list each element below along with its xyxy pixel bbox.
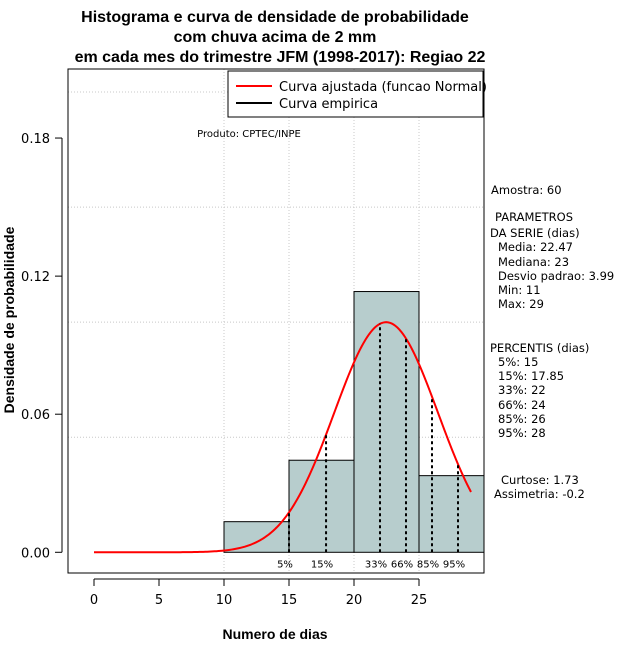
legend-box (227, 70, 484, 118)
perc-66: 66%: 24 (498, 398, 546, 412)
perc-5: 5%: 15 (498, 355, 538, 369)
perc-95: 95%: 28 (498, 426, 546, 440)
y-axis: 0.00 0.06 0.12 0.18 (21, 132, 63, 561)
histogram-bar (223, 521, 290, 553)
chart-title-line-1: Histograma e curva de densidade de proba… (81, 9, 469, 26)
y-tick-label: 0.12 (21, 270, 50, 285)
percentile-label: 66% (391, 559, 413, 570)
percentile-label: 33% (365, 559, 387, 570)
legend-label-normal: Curva ajustada (funcao Normal) (279, 80, 487, 95)
stat-media: Media: 22.47 (498, 240, 573, 254)
legend-label-empirical: Curva empirica (279, 97, 378, 112)
normal-curve-path (94, 321, 472, 554)
y-tick-label: 0.00 (21, 546, 50, 561)
statistics-panel: Amostra: 60 PARAMETROS DA SERIE (dias) M… (490, 183, 614, 501)
histogram-bars (223, 291, 485, 553)
x-tick-label: 25 (411, 593, 428, 608)
percentile-label: 15% (311, 559, 333, 570)
params-title-1: PARAMETROS (495, 210, 573, 224)
y-axis-label: Densidade de probabilidade (1, 226, 17, 413)
perc-33: 33%: 22 (498, 383, 546, 397)
stat-max: Max: 29 (498, 297, 544, 311)
x-tick-label: 5 (155, 593, 163, 608)
perc-15: 15%: 17.85 (498, 369, 564, 383)
percentile-label: 85% (417, 559, 439, 570)
params-title-2: DA SERIE (dias) (490, 226, 580, 240)
x-axis: 0 5 10 15 20 25 (90, 578, 428, 608)
y-tick-label: 0.06 (21, 408, 50, 423)
x-tick-label: 15 (281, 593, 298, 608)
percentile-label: 5% (277, 559, 293, 570)
histogram-bar (418, 475, 485, 553)
stat-assimetria: Assimetria: -0.2 (494, 487, 585, 501)
x-axis-label: Numero de dias (222, 626, 327, 642)
plot-frame (67, 68, 485, 574)
stat-desvio: Desvio padrao: 3.99 (498, 269, 614, 283)
stat-mediana: Mediana: 23 (498, 255, 569, 269)
y-tick-label: 0.18 (21, 132, 50, 147)
percentile-lines: 5% 15% 33% 66% 85% 95% (277, 323, 465, 570)
product-note: Produto: CPTEC/INPE (197, 129, 301, 140)
percentile-label: 95% (443, 559, 465, 570)
legend: Curva ajustada (funcao Normal) Curva emp… (227, 70, 487, 118)
chart-title-line-2: com chuva acima de 2 mm (174, 29, 377, 46)
x-tick-label: 0 (90, 593, 98, 608)
normal-curve (94, 321, 472, 554)
x-tick-label: 20 (346, 593, 363, 608)
chart-title-line-3: em cada mes do trimestre JFM (1998-2017)… (75, 49, 486, 66)
perc-85: 85%: 26 (498, 412, 546, 426)
histogram-bar (288, 459, 355, 553)
histogram-bar (353, 291, 420, 553)
percentis-title: PERCENTIS (dias) (490, 341, 589, 355)
stat-curtose: Curtose: 1.73 (501, 473, 579, 487)
x-tick-label: 10 (216, 593, 233, 608)
stat-min: Min: 11 (498, 283, 541, 297)
sample-size: Amostra: 60 (491, 183, 562, 197)
